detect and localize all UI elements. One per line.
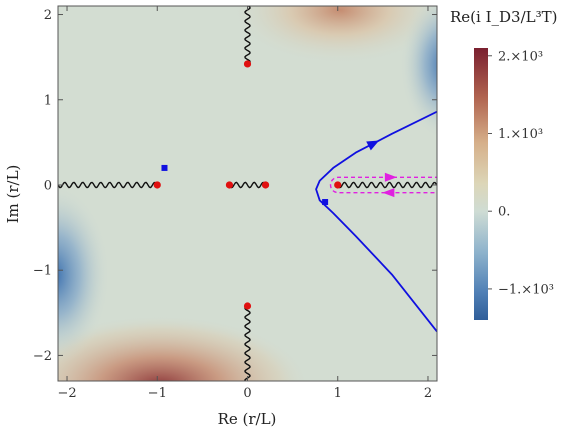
heatmap-blob-top-right [230,6,437,65]
y-tick-label-1: −1 [33,264,52,279]
pole-5 [334,181,342,189]
y-tick-label-3: 1 [44,93,52,108]
contour-arrow [366,140,380,151]
x-tick-label-4: 2 [424,386,432,401]
branch-cut-2 [58,181,158,189]
y-axis-label: Im (r/L) [4,165,22,224]
branch-cut-3 [228,181,267,189]
x-tick-label-0: −2 [57,386,76,401]
y-tick-label-0: −2 [33,349,52,364]
colorbar-tick-label-3: −1.×10³ [498,282,554,297]
endpoint-0 [161,164,168,171]
keyhole-arrow-bottom [382,188,395,198]
branch-cut-4 [337,181,437,189]
pole-1 [243,302,252,310]
branch-cut-1 [244,305,251,381]
integration-contour [315,110,437,333]
y-tick-label-4: 2 [44,8,52,23]
x-tick-label-2: 0 [243,386,251,401]
colorbar-tick-label-2: 0. [498,205,510,220]
colorbar: Re(i I_D3/L³T) 2.×10³ 1.×10³ 0. −1.×10³ [450,8,557,320]
heatmap [58,6,437,381]
heatmap-blob-right [400,6,437,139]
keyhole-arrow-top [384,172,397,182]
x-axis-label: Re (r/L) [218,410,277,428]
pole-0 [243,60,252,68]
pole-2 [153,181,161,189]
colorbar-tick-label-0: 2.×10³ [498,49,543,64]
keyhole-contour [329,176,437,194]
endpoint-1 [322,199,329,206]
y-tick-label-2: 0 [44,178,52,193]
colorbar-gradient [474,48,488,320]
x-tick-label-3: 1 [334,386,342,401]
colorbar-title: Re(i I_D3/L³T) [450,8,557,26]
pole-3 [225,181,234,189]
heatmap-blob-left [58,185,110,365]
pole-4 [261,181,270,189]
branch-cut-0 [244,6,251,65]
colorbar-tick-label-1: 1.×10³ [498,127,543,142]
x-tick-label-1: −1 [148,386,167,401]
